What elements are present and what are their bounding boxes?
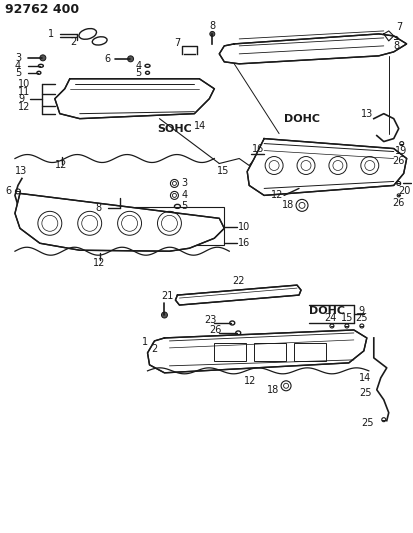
Text: 16: 16 [238,238,250,248]
Text: 26: 26 [393,156,405,166]
Text: SOHC: SOHC [157,124,192,134]
Text: 25: 25 [361,418,373,427]
Text: 25: 25 [355,313,367,323]
Text: 14: 14 [195,120,206,131]
Text: 1: 1 [48,29,54,39]
Text: 12: 12 [271,190,283,200]
Text: 6: 6 [104,54,111,64]
Text: 13: 13 [15,166,27,176]
Text: 25: 25 [359,388,371,398]
Text: 2: 2 [152,344,158,354]
Text: 10: 10 [18,79,30,89]
Text: 24: 24 [324,313,336,323]
Text: 26: 26 [393,198,405,208]
Polygon shape [55,79,214,119]
Text: 16: 16 [252,143,264,154]
Circle shape [40,55,46,61]
Text: 1: 1 [142,337,148,347]
Text: 18: 18 [267,385,279,395]
Polygon shape [147,330,367,373]
Text: 4: 4 [135,61,142,71]
Text: 21: 21 [161,291,174,301]
Text: 2: 2 [70,37,76,47]
Text: 3: 3 [181,179,188,189]
Text: 18: 18 [282,200,294,211]
Text: 6: 6 [5,187,11,197]
Text: 12: 12 [18,102,30,112]
Text: DOHC: DOHC [284,114,320,124]
Circle shape [128,56,133,62]
Text: 8: 8 [209,21,216,31]
Text: 13: 13 [361,109,373,119]
Text: 20: 20 [399,187,411,197]
Text: 9: 9 [359,306,365,316]
Text: 23: 23 [204,315,217,325]
Text: 7: 7 [396,22,402,32]
Text: 15: 15 [341,313,353,323]
Text: 7: 7 [174,38,180,48]
Text: 8: 8 [96,204,102,213]
Text: 92762 400: 92762 400 [5,3,79,15]
Text: 5: 5 [135,68,142,78]
Text: 3: 3 [15,53,21,63]
Text: 4: 4 [15,61,21,71]
Polygon shape [219,34,407,64]
Text: 12: 12 [55,160,67,171]
Text: 15: 15 [217,166,230,176]
Text: 5: 5 [181,201,188,212]
Text: 11: 11 [18,87,30,96]
Text: 26: 26 [209,325,222,335]
Polygon shape [15,193,224,251]
Text: 5: 5 [15,68,21,78]
Text: 19: 19 [395,146,407,156]
Text: 12: 12 [244,376,256,386]
Text: DOHC: DOHC [309,306,345,316]
Text: 14: 14 [359,373,371,383]
Text: 12: 12 [93,258,105,268]
Circle shape [161,312,167,318]
Text: 4: 4 [181,190,188,200]
Text: 10: 10 [238,222,250,232]
Circle shape [210,31,215,36]
Text: 9: 9 [18,94,24,104]
Polygon shape [176,285,301,305]
Text: 8: 8 [394,41,400,51]
Text: 22: 22 [232,276,245,286]
Polygon shape [247,139,407,196]
